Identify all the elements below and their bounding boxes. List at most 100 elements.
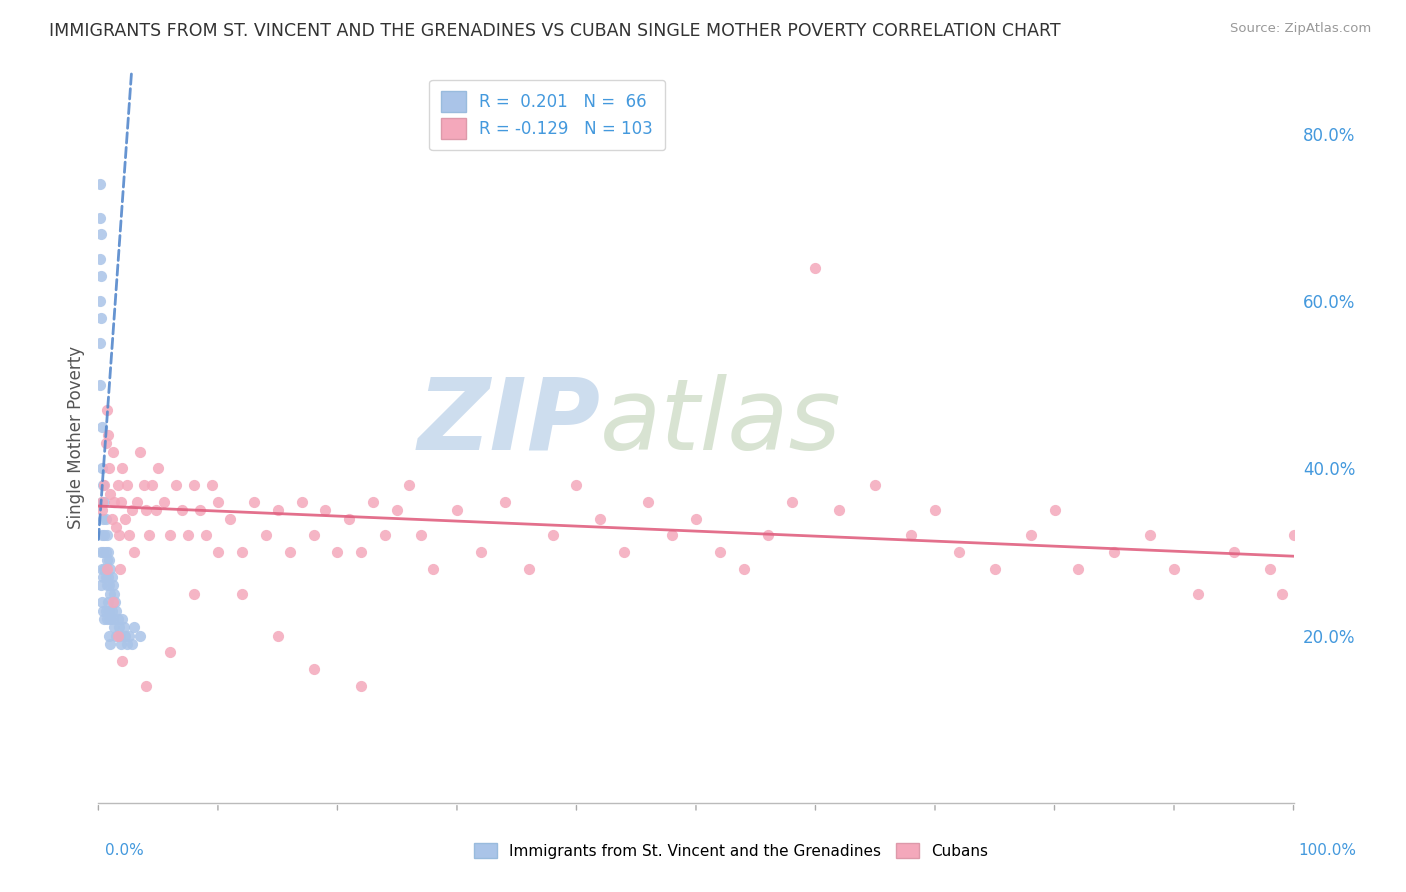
Point [446, 503, 468, 517]
Point [148, 461, 170, 475]
Point [89, 294, 111, 309]
Point [91, 478, 114, 492]
Point [96, 528, 118, 542]
Point [103, 587, 125, 601]
Text: IMMIGRANTS FROM ST. VINCENT AND THE GRENADINES VS CUBAN SINGLE MOTHER POVERTY CO: IMMIGRANTS FROM ST. VINCENT AND THE GREN… [49, 22, 1062, 40]
Point [93, 478, 115, 492]
Point [733, 562, 755, 576]
Point [350, 679, 373, 693]
Point [90, 578, 112, 592]
Point [93, 612, 115, 626]
Point [118, 629, 141, 643]
Point [326, 545, 349, 559]
Point [98, 553, 121, 567]
Point [96, 403, 118, 417]
Point [159, 528, 181, 542]
Point [96, 612, 118, 626]
Point [105, 629, 128, 643]
Point [96, 578, 118, 592]
Point [89, 377, 111, 392]
Point [104, 595, 127, 609]
Point [374, 528, 396, 542]
Point [219, 511, 242, 525]
Point [1104, 545, 1126, 559]
Point [98, 587, 122, 601]
Point [101, 612, 124, 626]
Point [90, 269, 112, 284]
Point [398, 478, 420, 492]
Point [111, 461, 134, 475]
Text: atlas: atlas [600, 374, 842, 471]
Point [93, 562, 115, 576]
Point [125, 495, 148, 509]
Point [124, 545, 146, 559]
Point [685, 511, 707, 525]
Point [91, 570, 114, 584]
Point [141, 478, 163, 492]
Point [103, 495, 125, 509]
Point [98, 603, 121, 617]
Point [153, 495, 176, 509]
Point [1043, 503, 1066, 517]
Point [108, 562, 131, 576]
Point [91, 419, 114, 434]
Point [315, 503, 337, 517]
Point [90, 545, 112, 559]
Point [89, 336, 111, 351]
Point [103, 620, 125, 634]
Point [96, 553, 118, 567]
Point [97, 595, 120, 609]
Point [97, 428, 120, 442]
Point [1271, 587, 1294, 601]
Point [96, 562, 118, 576]
Point [121, 503, 143, 517]
Point [494, 495, 516, 509]
Text: 0.0%: 0.0% [105, 843, 145, 858]
Point [565, 478, 588, 492]
Point [110, 495, 132, 509]
Point [138, 528, 160, 542]
Point [188, 503, 211, 517]
Point [231, 545, 253, 559]
Point [183, 587, 205, 601]
Point [98, 629, 121, 643]
Point [105, 603, 128, 617]
Point [1163, 562, 1185, 576]
Point [91, 603, 114, 617]
Point [201, 478, 224, 492]
Point [254, 528, 277, 542]
Point [709, 545, 731, 559]
Point [100, 603, 122, 617]
Text: Source: ZipAtlas.com: Source: ZipAtlas.com [1230, 22, 1371, 36]
Point [107, 629, 129, 643]
Point [94, 545, 117, 559]
Point [107, 528, 129, 542]
Point [183, 478, 205, 492]
Point [97, 570, 120, 584]
Point [115, 637, 138, 651]
Point [339, 511, 361, 525]
Point [89, 211, 111, 225]
Point [100, 511, 122, 525]
Point [470, 545, 492, 559]
Point [89, 252, 111, 267]
Point [159, 645, 181, 659]
Point [97, 545, 120, 559]
Point [804, 260, 827, 275]
Point [121, 637, 143, 651]
Point [98, 486, 122, 500]
Point [98, 461, 121, 475]
Point [114, 629, 136, 643]
Point [207, 495, 229, 509]
Point [118, 528, 141, 542]
Point [101, 444, 124, 458]
Point [94, 436, 117, 450]
Point [112, 620, 135, 634]
Point [114, 511, 136, 525]
Point [135, 679, 157, 693]
Point [91, 528, 114, 542]
Point [91, 511, 114, 525]
Point [111, 654, 134, 668]
Point [243, 495, 266, 509]
Point [91, 503, 114, 517]
